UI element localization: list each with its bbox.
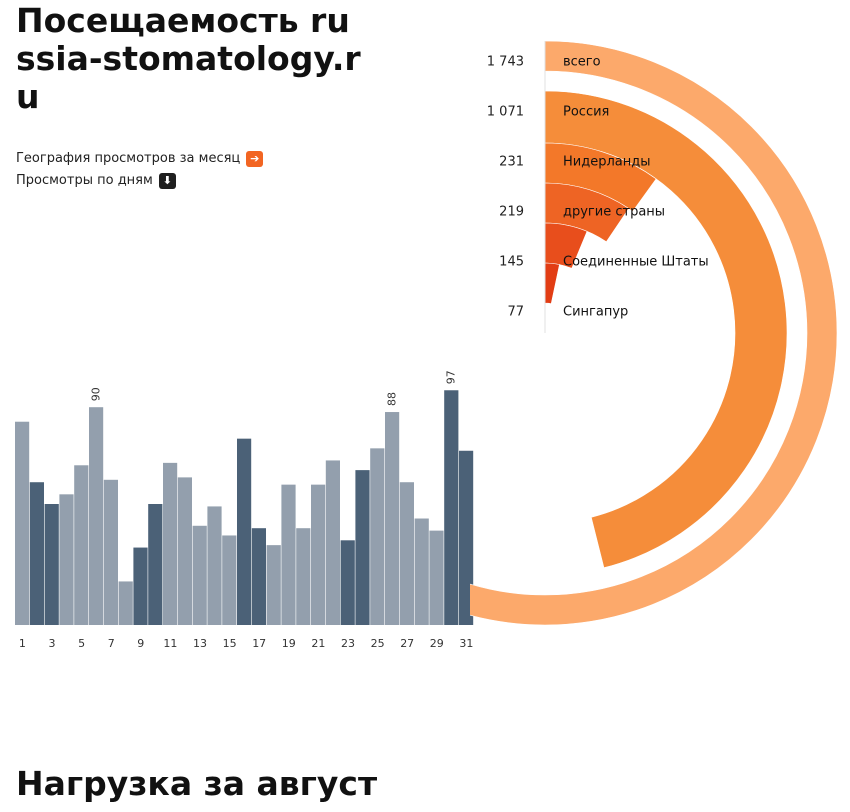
bar-day-20 [296,528,311,625]
bar-day-25 [370,448,385,625]
geo-country-label: Россия [563,105,609,120]
geo-arc-0 [470,40,838,626]
x-tick-label: 25 [371,637,385,650]
bar-day-19 [281,484,296,625]
load-section-title: Нагрузка за август [16,764,378,803]
bar-day-2 [29,482,44,625]
geo-link-label: География просмотров за месяц [16,151,241,166]
bar-day-31 [459,450,474,625]
bar-day-8 [118,581,133,625]
bar-day-21 [311,484,326,625]
bar-day-18 [266,545,281,625]
geo-value-label: 1 071 [487,105,524,120]
geo-value-label: 145 [499,255,524,270]
geo-value-label: 77 [507,305,524,320]
bar-day-22 [325,460,340,625]
bar-day-7 [103,479,118,625]
geo-arc-1 [544,90,788,569]
bar-day-13 [192,525,207,625]
x-tick-label: 13 [193,637,207,650]
geography-chart: 1 743 всего 1 071 Россия 231 Нидерланды 219 дру… [470,40,838,626]
bar-day-29 [429,530,444,625]
x-tick-label: 15 [223,637,237,650]
x-tick-label: 21 [311,637,325,650]
bar-day-30 [444,390,459,625]
x-tick-label: 31 [459,637,473,650]
report-links: География просмотров за месяц ➔ Просмотр… [16,148,264,192]
geo-country-label: Сингапур [563,305,628,320]
x-tick-label: 5 [78,637,85,650]
bar-day-28 [414,518,429,625]
bar-day-12 [177,477,192,625]
arrow-down-icon[interactable]: ⬇ [158,173,176,189]
bar-day-23 [340,540,355,625]
geo-value-label: 1 743 [487,55,524,70]
data-label-day-30: 97 [445,370,458,384]
geo-link[interactable]: География просмотров за месяц ➔ [16,148,264,170]
bar-day-5 [74,465,89,625]
x-tick-label: 17 [252,637,266,650]
bar-day-3 [44,504,59,625]
page-title: Посещаемость russia-stomatology.ru [16,1,361,116]
geo-country-label: другие страны [563,205,665,220]
x-tick-label: 27 [400,637,414,650]
data-label-day-26: 88 [385,392,398,406]
geo-country-label: Нидерланды [563,155,651,170]
geo-value-label: 219 [499,205,524,220]
geo-value-label: 231 [499,155,524,170]
data-label-day-6: 90 [89,387,102,401]
arrow-right-icon[interactable]: ➔ [246,151,264,167]
bar-day-24 [355,470,370,625]
bar-day-10 [148,504,163,625]
bar-day-17 [251,528,266,625]
bar-day-1 [15,421,30,625]
bar-day-6 [89,407,104,625]
bar-day-26 [385,412,400,625]
x-tick-label: 29 [430,637,444,650]
geo-country-label: Соединенные Штаты [563,255,709,270]
bar-day-27 [399,482,414,625]
bar-day-11 [163,462,178,625]
geo-arc-5 [544,262,560,305]
x-tick-label: 19 [282,637,296,650]
x-tick-label: 7 [108,637,115,650]
geo-country-label: всего [563,55,601,70]
bar-day-14 [207,506,222,625]
bar-day-16 [237,438,252,625]
x-tick-label: 23 [341,637,355,650]
x-tick-label: 9 [137,637,144,650]
x-tick-label: 11 [163,637,177,650]
bar-day-4 [59,494,74,625]
x-tick-label: 1 [19,637,26,650]
days-link[interactable]: Просмотры по дням ⬇ [16,170,263,192]
bar-day-15 [222,535,237,625]
days-link-label: Просмотры по дням [16,173,153,188]
bar-day-9 [133,547,148,625]
x-tick-label: 3 [49,637,56,650]
